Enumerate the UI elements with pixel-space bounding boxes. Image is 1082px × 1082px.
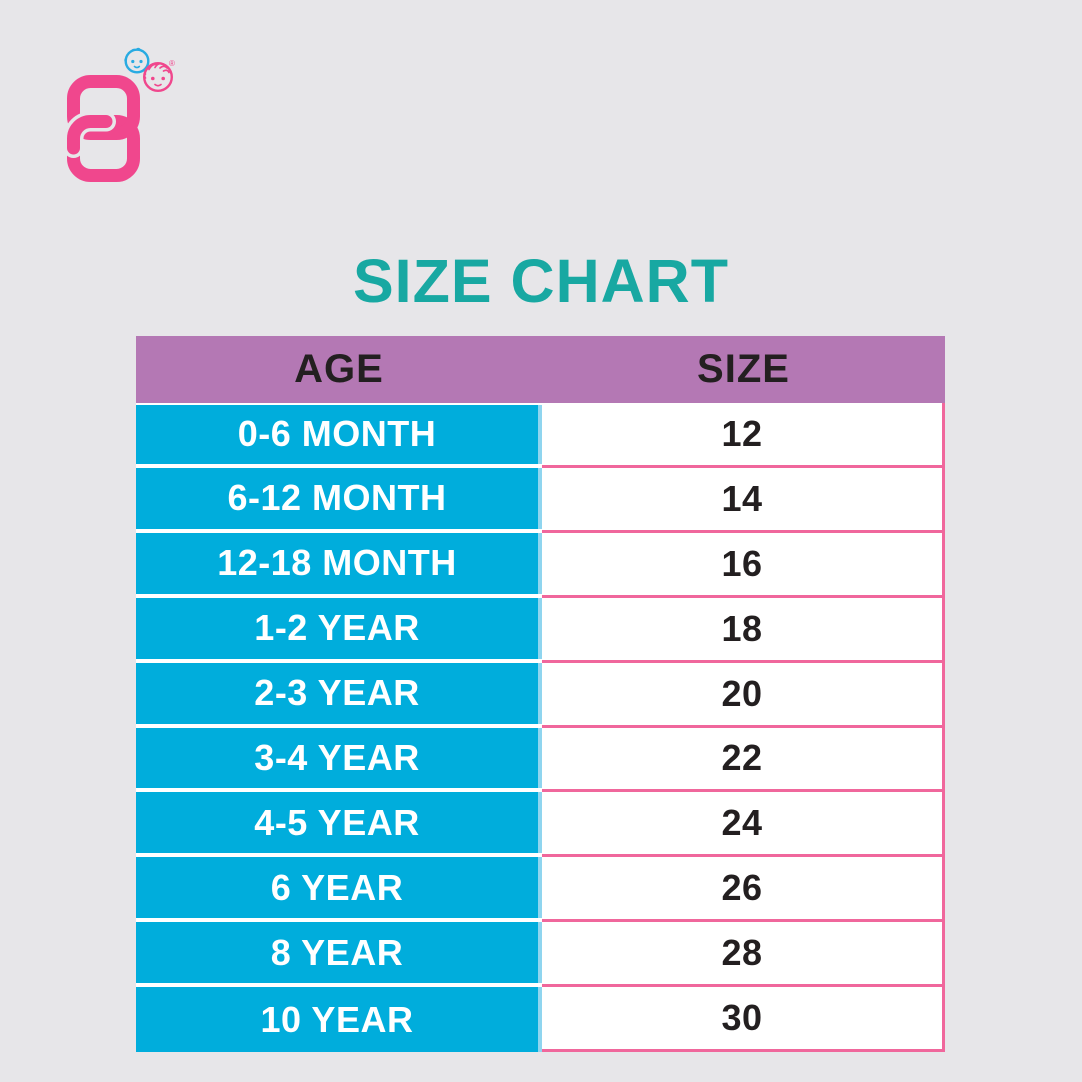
table-row: 0-6 MONTH 12 bbox=[136, 403, 945, 468]
table-header-row: AGE SIZE bbox=[136, 336, 945, 403]
age-cell: 6-12 MONTH bbox=[136, 467, 538, 533]
table-row: 6-12 MONTH 14 bbox=[136, 467, 945, 533]
table-row: 6 YEAR 26 bbox=[136, 857, 945, 923]
column-divider bbox=[538, 922, 542, 988]
table-row: 8 YEAR 28 bbox=[136, 922, 945, 988]
column-divider bbox=[538, 857, 542, 923]
table-row: 12-18 MONTH 16 bbox=[136, 532, 945, 598]
column-divider bbox=[538, 987, 542, 1053]
column-divider bbox=[538, 467, 542, 533]
column-divider bbox=[538, 727, 542, 793]
size-cell: 30 bbox=[542, 987, 945, 1053]
size-cell: 24 bbox=[542, 792, 945, 858]
baby-face-pink-icon bbox=[142, 62, 173, 93]
brand-logo: ® bbox=[56, 38, 180, 190]
column-divider bbox=[538, 792, 542, 858]
age-cell: 4-5 YEAR bbox=[136, 792, 538, 858]
table-row: 10 YEAR 30 bbox=[136, 987, 945, 1053]
age-cell: 3-4 YEAR bbox=[136, 727, 538, 793]
age-cell: 1-2 YEAR bbox=[136, 597, 538, 663]
column-divider bbox=[538, 532, 542, 598]
age-cell: 2-3 YEAR bbox=[136, 662, 538, 728]
registered-trademark: ® bbox=[169, 59, 175, 68]
baby-face-blue-icon bbox=[124, 47, 150, 74]
table-row: 2-3 YEAR 20 bbox=[136, 662, 945, 728]
size-cell: 28 bbox=[542, 922, 945, 988]
page-title: SIZE CHART bbox=[353, 247, 729, 315]
column-divider bbox=[538, 403, 542, 468]
table-row: 1-2 YEAR 18 bbox=[136, 597, 945, 663]
age-column-header: AGE bbox=[294, 347, 384, 391]
table-row: 3-4 YEAR 22 bbox=[136, 727, 945, 793]
size-cell: 20 bbox=[542, 662, 945, 728]
size-cell: 18 bbox=[542, 597, 945, 663]
logo-b-mark bbox=[63, 75, 140, 182]
age-cell: 0-6 MONTH bbox=[136, 403, 538, 468]
column-divider bbox=[538, 662, 542, 728]
age-cell: 10 YEAR bbox=[136, 987, 538, 1053]
size-cell: 14 bbox=[542, 467, 945, 533]
size-cell: 16 bbox=[542, 532, 945, 598]
table-row: 4-5 YEAR 24 bbox=[136, 792, 945, 858]
size-column-header: SIZE bbox=[697, 347, 790, 391]
table-body: 0-6 MONTH 12 6-12 MONTH 14 12-18 MONTH 16 1-2 … bbox=[136, 403, 945, 1053]
size-cell: 12 bbox=[542, 403, 945, 468]
age-cell: 6 YEAR bbox=[136, 857, 538, 923]
column-divider bbox=[538, 597, 542, 663]
size-chart-table: AGE SIZE 0-6 MONTH 12 6-12 MONTH 14 12-18 MO… bbox=[136, 336, 945, 1053]
age-cell: 8 YEAR bbox=[136, 922, 538, 988]
size-cell: 26 bbox=[542, 857, 945, 923]
brand-logo-graphic: ® bbox=[63, 47, 175, 182]
age-cell: 12-18 MONTH bbox=[136, 532, 538, 598]
size-cell: 22 bbox=[542, 727, 945, 793]
